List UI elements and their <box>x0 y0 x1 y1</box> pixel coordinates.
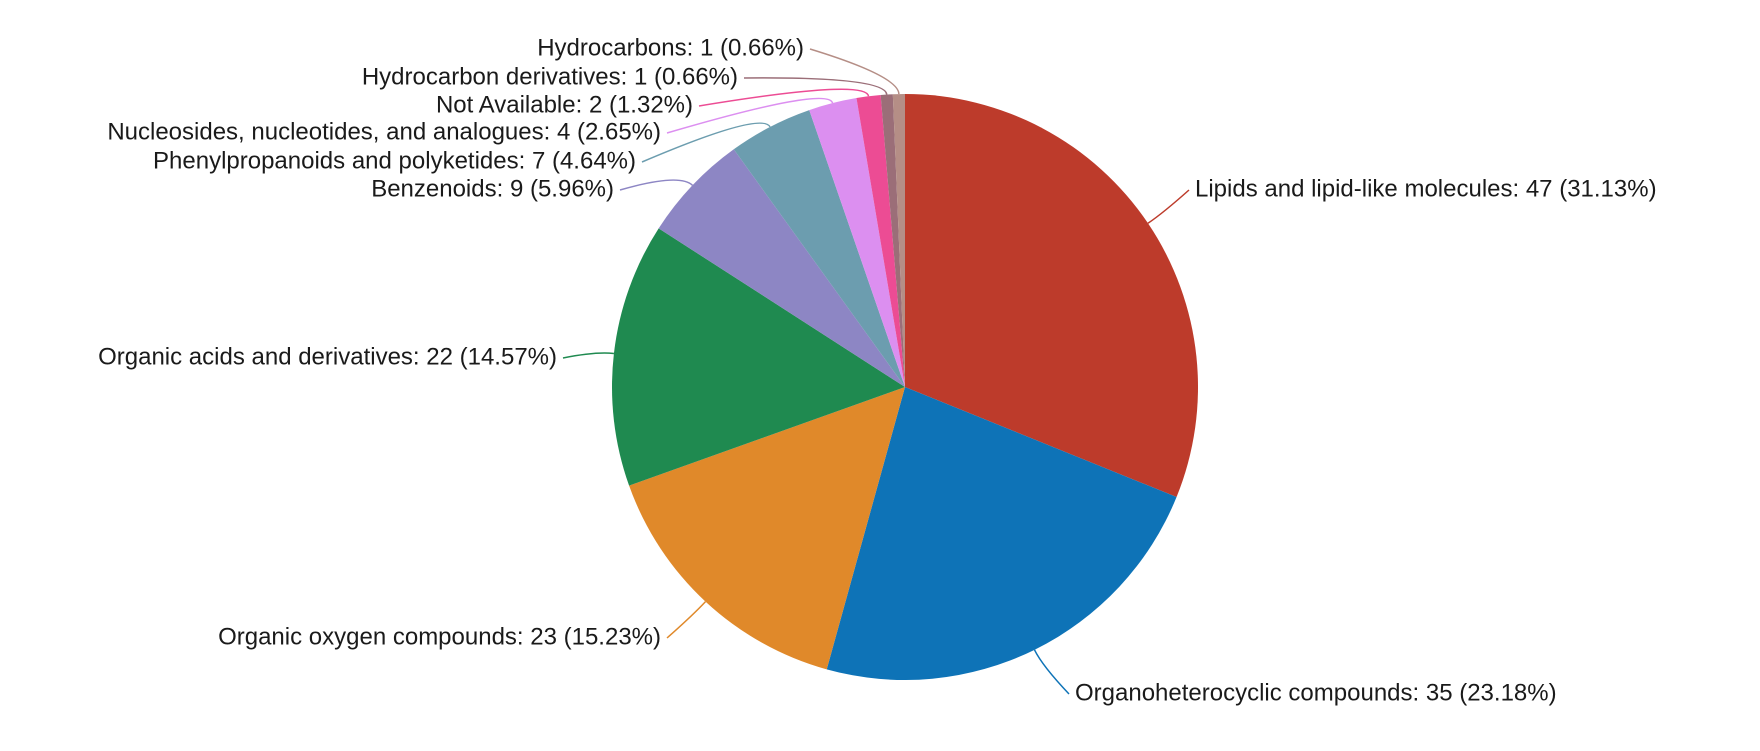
slice-label: Not Available: 2 (1.32%) <box>436 91 693 118</box>
slice-label: Nucleosides, nucleotides, and analogues:… <box>107 118 661 145</box>
leader-line <box>666 601 707 639</box>
leader-line <box>641 122 771 163</box>
slice-label: Organic acids and derivatives: 22 (14.57… <box>98 343 557 370</box>
leader-line <box>698 88 870 107</box>
pie-slice <box>612 228 905 486</box>
slice-label: Organoheterocyclic compounds: 35 (23.18%… <box>1075 679 1557 706</box>
pie-slice <box>809 98 905 387</box>
leader-line <box>619 179 694 191</box>
pie-slice <box>629 387 905 670</box>
pie-slice <box>826 387 1177 680</box>
pie-slice <box>905 94 1198 498</box>
slice-label: Lipids and lipid-like molecules: 47 (31.… <box>1195 175 1657 202</box>
pie-slice <box>733 110 905 387</box>
pie-slice <box>856 95 905 387</box>
leader-line <box>562 352 615 359</box>
leader-line <box>743 77 888 95</box>
slice-label: Benzenoids: 9 (5.96%) <box>371 175 614 202</box>
leader-line <box>1033 649 1070 695</box>
leader-line <box>809 48 900 95</box>
pie-slice <box>658 149 905 387</box>
slice-label: Phenylpropanoids and polyketides: 7 (4.6… <box>153 147 636 174</box>
leader-line <box>1147 189 1190 224</box>
slice-label: Hydrocarbon derivatives: 1 (0.66%) <box>362 63 738 90</box>
pie-slice <box>892 94 905 387</box>
slice-label: Organic oxygen compounds: 23 (15.23%) <box>218 623 661 650</box>
slice-label: Hydrocarbons: 1 (0.66%) <box>537 34 804 61</box>
pie-slice <box>880 94 905 388</box>
leader-line <box>666 97 834 134</box>
